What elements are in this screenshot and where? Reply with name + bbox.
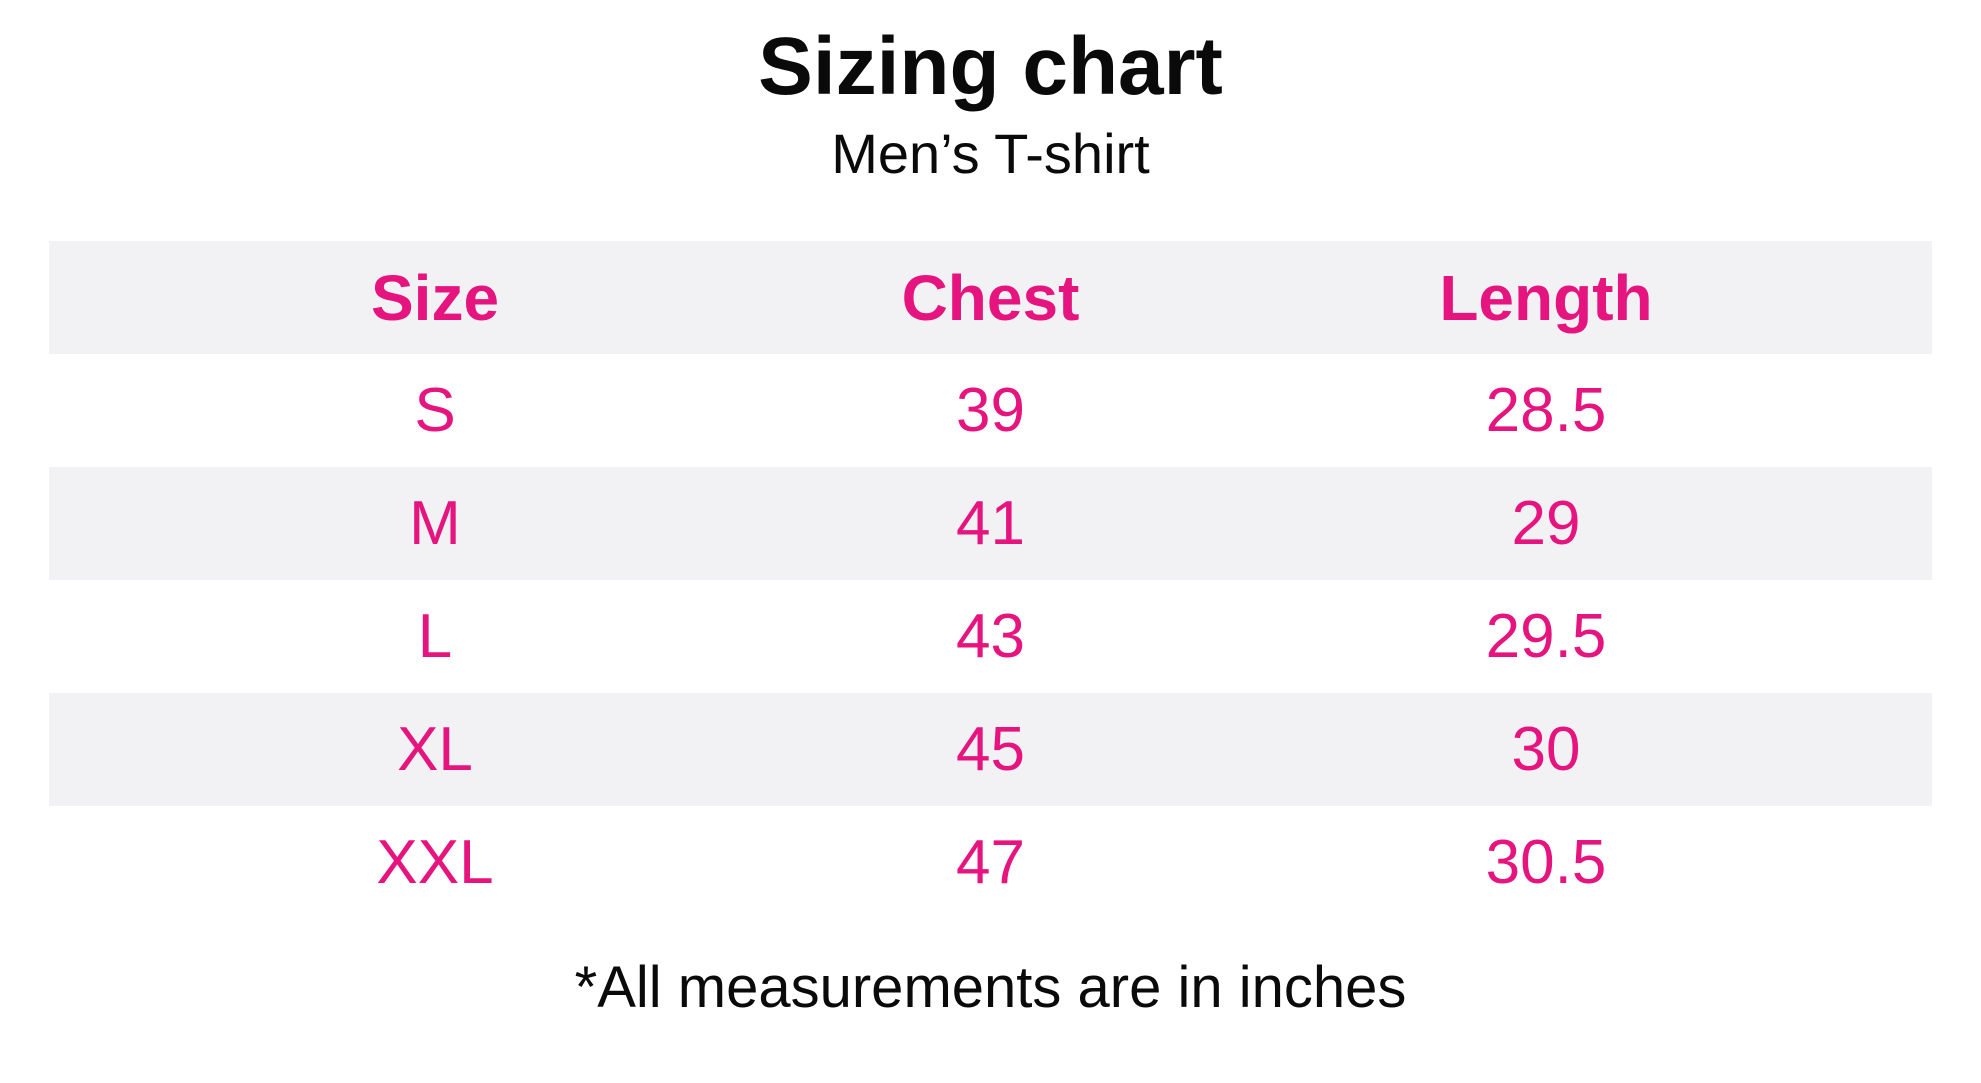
page-subtitle: Men’s T-shirt <box>831 122 1150 185</box>
size-cell: S <box>414 375 456 445</box>
chest-cell: 43 <box>956 601 1025 671</box>
chest-cell: 47 <box>956 827 1025 897</box>
table-row: XL 45 30 <box>49 693 1932 806</box>
size-cell: XL <box>397 714 473 784</box>
table-row: M 41 29 <box>49 467 1932 580</box>
length-cell: 30 <box>1511 714 1581 784</box>
length-cell: 29 <box>1511 488 1581 558</box>
column-header-chest: Chest <box>901 261 1080 334</box>
chest-cell: 41 <box>956 488 1025 558</box>
column-header-length: Length <box>1439 261 1653 334</box>
length-cell: 28.5 <box>1485 375 1607 445</box>
sizing-table: Size Chest Length S 39 28.5 M 41 29 L 43… <box>49 241 1932 919</box>
column-header-size: Size <box>370 261 500 334</box>
chest-cell: 39 <box>956 375 1025 445</box>
table-row: S 39 28.5 <box>49 354 1932 467</box>
measurements-footnote: *All measurements are in inches <box>574 955 1407 1020</box>
size-cell: L <box>417 601 453 671</box>
table-row: L 43 29.5 <box>49 580 1932 693</box>
table-header-row: Size Chest Length <box>49 241 1932 354</box>
chest-cell: 45 <box>956 714 1025 784</box>
size-cell: M <box>409 488 461 558</box>
page-title: Sizing chart <box>758 21 1223 112</box>
length-cell: 29.5 <box>1485 601 1607 671</box>
table-row: XXL 47 30.5 <box>49 806 1932 919</box>
length-cell: 30.5 <box>1485 827 1607 897</box>
size-cell: XXL <box>376 827 494 897</box>
